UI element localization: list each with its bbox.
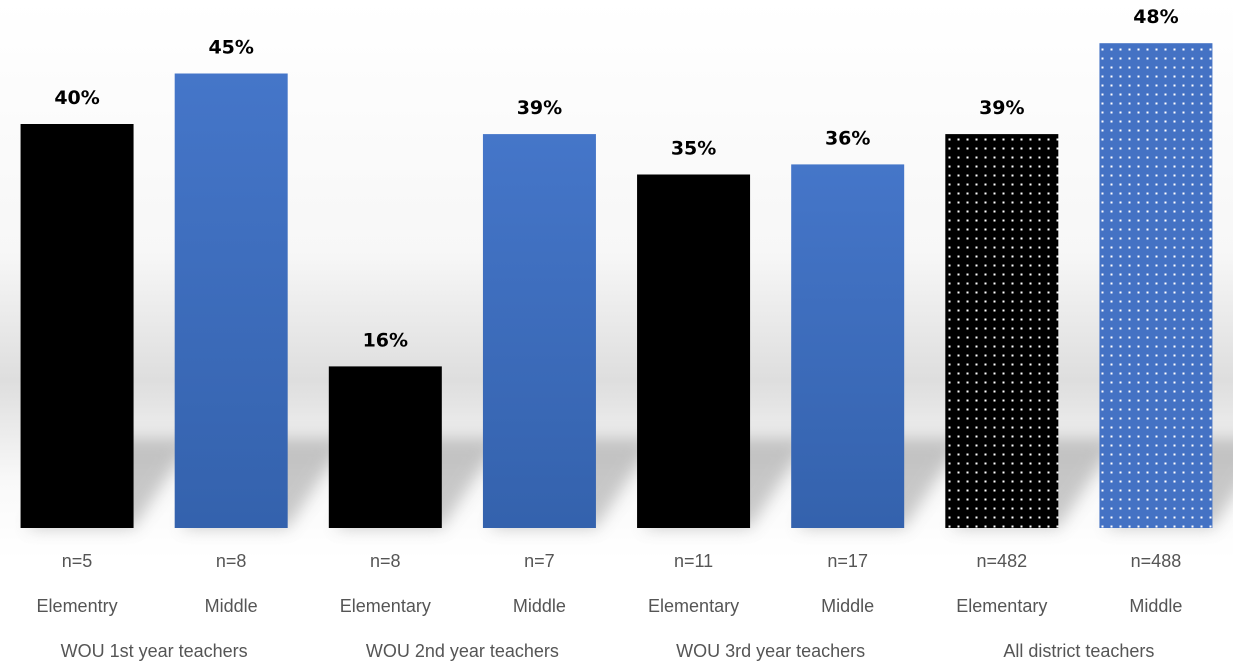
value-label: 48%	[1133, 6, 1178, 28]
value-label: 40%	[54, 87, 99, 109]
bar-elementary-3	[328, 366, 442, 528]
group-labels: WOU 1st year teachers WOU 2nd year teache…	[61, 641, 1155, 661]
value-label: 39%	[979, 97, 1024, 119]
bar-elementary-5	[637, 174, 751, 528]
group-label: WOU 2nd year teachers	[366, 641, 559, 661]
sample-size-label: n=11	[674, 551, 713, 571]
group-label: All district teachers	[1003, 641, 1154, 661]
level-labels: Elementry Middle Elementary Middle Elementar…	[37, 596, 1183, 616]
school-level-label: Elementary	[956, 596, 1047, 616]
value-label: 39%	[517, 97, 562, 119]
bar-middle-6	[791, 164, 905, 528]
sample-size-label: n=8	[370, 551, 401, 571]
sample-size-label: n=17	[827, 551, 868, 571]
n-labels: n=5 n=8 n=8 n=7 n=11 n=17 n=482 n=488	[62, 551, 1181, 571]
value-label: 35%	[671, 138, 716, 160]
school-level-label: Elementary	[340, 596, 431, 616]
sample-size-label: n=8	[216, 551, 247, 571]
bars	[20, 43, 1213, 528]
bar-elementry-1	[20, 124, 134, 528]
school-level-label: Middle	[513, 596, 566, 616]
school-level-label: Elementry	[37, 596, 118, 616]
sample-size-label: n=7	[524, 551, 555, 571]
value-label: 36%	[825, 127, 870, 149]
sample-size-label: n=5	[62, 551, 93, 571]
school-level-label: Middle	[205, 596, 258, 616]
bar-middle-8	[1099, 43, 1213, 528]
bar-elementary-7	[945, 134, 1059, 528]
school-level-label: Elementary	[648, 596, 739, 616]
sample-size-label: n=482	[977, 551, 1028, 571]
sample-size-label: n=488	[1131, 551, 1182, 571]
school-level-label: Middle	[1129, 596, 1182, 616]
group-label: WOU 3rd year teachers	[676, 641, 865, 661]
value-label: 45%	[208, 37, 253, 59]
bar-middle-2	[174, 73, 288, 528]
bar-middle-4	[482, 134, 596, 528]
value-labels: 40% 45% 16% 39% 35% 36% 39% 48%	[54, 6, 1178, 351]
value-label: 16%	[363, 329, 408, 351]
school-level-label: Middle	[821, 596, 874, 616]
group-label: WOU 1st year teachers	[61, 641, 248, 661]
